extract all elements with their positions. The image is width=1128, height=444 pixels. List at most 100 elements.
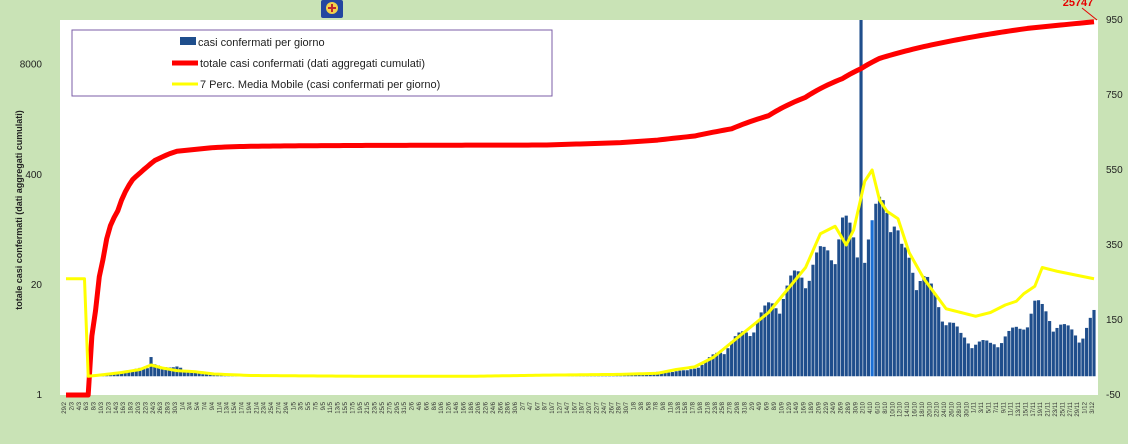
x-tick-label: 31/5 (402, 401, 408, 413)
x-tick-label: 2/9 (750, 401, 756, 410)
x-tick-label: 28/10 (957, 401, 963, 417)
x-tick-label: 12/9 (787, 401, 793, 413)
daily-bar (730, 341, 734, 377)
x-tick-label: 29/11 (1075, 401, 1081, 416)
x-tick-label: 12/6 (447, 401, 453, 413)
daily-bar (770, 303, 774, 377)
x-tick-label: 22/6 (484, 401, 490, 413)
x-tick-label: 5/11 (986, 401, 992, 413)
daily-bar (959, 332, 963, 377)
daily-bar (914, 290, 919, 377)
logo-icon (321, 0, 343, 18)
daily-bar (870, 220, 874, 377)
legend: casi confermati per giorno totale casi c… (71, 29, 553, 97)
legend-item-moving-avg: 7 Perc. Media Mobile (casi confermati pe… (172, 79, 440, 91)
daily-bar (134, 368, 138, 377)
daily-bar (837, 239, 841, 377)
daily-bar (1022, 329, 1026, 377)
daily-bar (944, 325, 948, 377)
daily-bar (778, 313, 782, 377)
right-tick-label: 150 (1106, 315, 1123, 326)
daily-bar (922, 276, 926, 377)
daily-bar (130, 370, 135, 377)
x-tick-label: 1/4 (180, 401, 186, 410)
daily-bar (726, 348, 730, 377)
daily-bar (171, 367, 175, 377)
x-tick-label: 3/12 (1090, 401, 1096, 413)
final-value-label: 25747 (1063, 0, 1094, 9)
right-tick-label: -50 (1106, 390, 1121, 401)
x-tick-label: 20/7 (587, 401, 593, 413)
x-tick-label: 29/2 (62, 401, 68, 413)
x-tick-label: 7/4 (203, 401, 209, 410)
x-tick-label: 22/3 (143, 401, 149, 413)
daily-bar (951, 322, 956, 377)
x-tick-label: 17/11 (1031, 401, 1037, 416)
moving-average-line (66, 168, 1095, 378)
daily-bar (940, 321, 944, 377)
daily-bar (833, 264, 837, 377)
x-tick-label: 7/11 (994, 401, 1000, 413)
right-tick-label: 550 (1106, 165, 1123, 176)
x-tick-label: 21/4 (254, 401, 260, 413)
x-tick-label: 8/7 (543, 401, 549, 410)
x-tick-label: 14/7 (565, 401, 571, 413)
x-tick-label: 2/3 (69, 401, 75, 410)
x-tick-label: 4/6 (417, 401, 423, 410)
x-tick-label: 13/4 (225, 401, 231, 413)
daily-bar (822, 246, 826, 377)
daily-bar (852, 237, 856, 377)
x-tick-label: 9/5 (321, 401, 327, 410)
daily-bar (1011, 327, 1015, 377)
x-tick-label: 24/9 (831, 401, 837, 413)
x-tick-label: 11/8 (668, 401, 674, 413)
x-tick-label: 21/8 (705, 401, 711, 413)
x-tick-label: 27/11 (1068, 401, 1074, 416)
daily-bar (892, 226, 896, 377)
daily-bar (829, 260, 834, 377)
daily-bar (186, 370, 190, 377)
x-tick-label: 4/10 (868, 401, 874, 413)
x-tick-label: 7/5 (313, 401, 319, 410)
right-tick-label: 350 (1106, 240, 1123, 251)
x-tick-label: 17/5 (350, 401, 356, 413)
daily-bar (767, 302, 771, 377)
x-tick-label: 2/7 (521, 401, 527, 410)
daily-bar (988, 342, 993, 377)
daily-bar (866, 239, 870, 377)
x-tick-label: 26/7 (609, 401, 615, 413)
daily-bar (1051, 331, 1055, 377)
x-tick-label: 28/9 (846, 401, 852, 413)
daily-bar (929, 283, 933, 377)
x-tick-label: 21/5 (365, 401, 371, 413)
daily-bar (659, 371, 663, 377)
daily-bar (977, 341, 981, 377)
x-tick-label: 4/9 (757, 401, 763, 410)
daily-bar (201, 374, 205, 377)
daily-bar (123, 372, 127, 377)
daily-bar (889, 232, 893, 377)
daily-bar (670, 372, 675, 377)
left-tick-label: 8000 (20, 60, 43, 71)
legend-box (71, 29, 553, 97)
daily-bar (193, 372, 197, 377)
daily-bar (974, 344, 978, 377)
daily-bar (966, 343, 970, 377)
x-tick-label: 25/5 (380, 401, 386, 413)
x-tick-label: 22/9 (824, 401, 830, 413)
daily-bar (149, 357, 153, 377)
daily-bar (744, 332, 748, 377)
x-tick-label: 12/3 (106, 401, 112, 413)
daily-bar (818, 246, 822, 377)
x-tick-label: 14/6 (454, 401, 460, 413)
right-tick-label: 950 (1106, 15, 1123, 26)
x-axis-ticks: 29/2 2/3 4/3 6/3 8/3 10/3 12/3 14/3 16/3 18/3 20/3… (62, 401, 1096, 417)
x-tick-label: 1/12 (1083, 401, 1089, 413)
daily-bar (167, 367, 172, 377)
x-tick-label: 1/11 (972, 401, 978, 413)
x-tick-label: 20/3 (136, 401, 142, 413)
x-tick-label: 31/8 (742, 401, 748, 413)
daily-bar (663, 372, 667, 377)
daily-bar (874, 203, 878, 377)
